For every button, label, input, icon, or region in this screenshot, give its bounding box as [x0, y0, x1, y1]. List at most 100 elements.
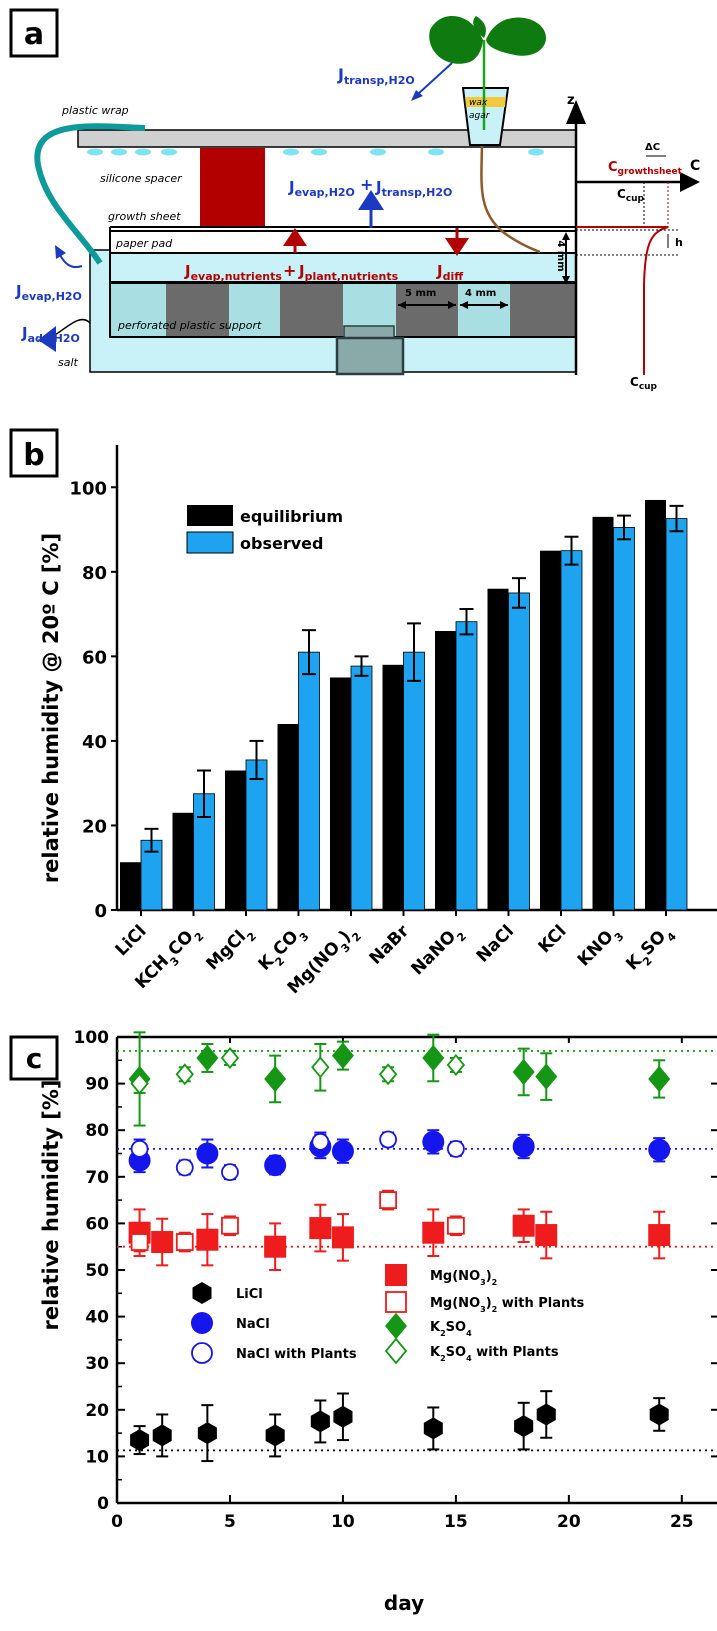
- marker-square: [446, 1216, 465, 1235]
- support-post: [335, 336, 405, 376]
- scatter-chart-plot: 0 10 20 30 40 50 60 70 80 90 100 0 5 10 15 20 25 LiCl NaCl…: [74, 1030, 717, 1532]
- label-j-ads: Jads,H2O: [21, 324, 80, 345]
- arrow-evap-left-head: [55, 245, 66, 259]
- marker-circle: [221, 1163, 239, 1182]
- marker-square: [309, 1217, 332, 1240]
- marker-hexagon: [192, 1282, 212, 1304]
- label-plastic-wrap: plastic wrap: [61, 104, 129, 117]
- label-c-axis: C: [690, 158, 700, 174]
- bar-observed: [298, 651, 320, 911]
- marker-diamond: [648, 1065, 671, 1093]
- panel-a-letter: a: [24, 17, 44, 52]
- support-post: [343, 325, 395, 339]
- legend-label: K2SO4: [430, 1320, 472, 1338]
- label-j-evap-center: Jevap,H2O: [288, 178, 355, 199]
- legend-label: NaCl with Plants: [236, 1347, 357, 1362]
- scatter-x-tick-label: 0: [111, 1512, 123, 1532]
- bar-category-label: MgCl2: [202, 921, 258, 977]
- bar-observed: [455, 621, 478, 911]
- legend-label: LiCl: [236, 1287, 263, 1302]
- arrow-evap-center-head: [358, 190, 384, 210]
- marker-diamond: [196, 1044, 219, 1072]
- marker-diamond: [175, 1063, 194, 1086]
- marker-diamond: [331, 1042, 354, 1069]
- label-paper-pad: paper pad: [115, 237, 173, 250]
- label-plus-2: +: [283, 261, 296, 280]
- marker-diamond: [384, 1337, 408, 1365]
- bar-equilibrium: [592, 516, 614, 910]
- panel-b-bar-chart: b relative humidity @ 20º C [%] 0 20 40 60 8…: [9, 428, 717, 998]
- scatter-x-tick-label: 5: [224, 1512, 236, 1532]
- bar-observed: [245, 759, 268, 911]
- dim-5mm-head-l: [398, 301, 406, 309]
- marker-circle: [648, 1138, 671, 1161]
- bar-equilibrium: [645, 499, 666, 910]
- support-hole: [110, 284, 166, 336]
- label-h: h: [675, 236, 683, 249]
- bar-equilibrium: [330, 677, 351, 910]
- marker-hexagon: [265, 1424, 285, 1447]
- plant-leaf-small: [473, 16, 486, 38]
- scatter-y-tick-label: 70: [85, 1168, 109, 1188]
- bar-y-tick-label: 40: [82, 732, 107, 753]
- bar-y-tick-label: 80: [82, 563, 107, 584]
- panel-c-scatter-chart: c relative humidity [%] day 010203040506…: [9, 1030, 717, 1615]
- c-axis-head: [680, 172, 700, 192]
- legend-swatch-observed: [186, 531, 234, 554]
- marker-circle: [446, 1139, 465, 1158]
- scatter-y-tick-label: 40: [85, 1308, 109, 1328]
- silicone-spacer: [200, 148, 265, 226]
- label-4mm-h: 4 mm: [465, 288, 496, 299]
- panel-b-letter-box: [9, 428, 59, 478]
- dim-4mm-v-head-b: [562, 276, 570, 284]
- plant-root: [480, 139, 541, 254]
- scatter-y-tick-label: 90: [85, 1075, 109, 1095]
- scatter-x-tick-label: 15: [444, 1512, 468, 1532]
- marker-diamond: [385, 1312, 407, 1340]
- scatter-y-tick-label: 60: [85, 1214, 109, 1234]
- legend-label: NaCl: [236, 1317, 270, 1332]
- scatter-x-tick-label: 10: [331, 1512, 355, 1532]
- arrow-diff-head: [445, 238, 469, 256]
- marker-square: [648, 1224, 671, 1247]
- label-plus-1: +: [360, 175, 373, 194]
- plant-leaf-right: [486, 17, 546, 56]
- marker-hexagon: [130, 1429, 150, 1452]
- marker-square: [196, 1228, 219, 1251]
- panel-c-letter: c: [26, 1042, 43, 1075]
- scatter-y-tick-label: 0: [97, 1494, 109, 1514]
- panel-c-xlabel: day: [384, 1591, 424, 1615]
- marker-hexagon: [536, 1403, 556, 1426]
- label-wax: wax: [469, 98, 488, 108]
- scatter-y-tick-label: 20: [85, 1401, 109, 1421]
- marker-circle: [264, 1154, 287, 1177]
- label-j-evap-left: Jevap,H2O: [15, 282, 82, 303]
- marker-circle: [191, 1312, 213, 1334]
- legend-label: Mg(NO3)2: [430, 1269, 497, 1287]
- marker-circle: [512, 1135, 535, 1158]
- dim-4mm-v-head-t: [562, 232, 570, 240]
- marker-diamond: [311, 1056, 330, 1079]
- label-j-transp-center: Jtransp,H2O: [375, 178, 452, 199]
- bar-observed: [403, 651, 425, 911]
- marker-square: [264, 1235, 287, 1258]
- legend-label-observed: observed: [240, 534, 323, 553]
- bar-observed: [350, 665, 373, 911]
- bar-category-label: KNO3: [574, 921, 626, 973]
- marker-circle: [191, 1342, 213, 1364]
- support-hole: [229, 284, 280, 336]
- legend-label: Mg(NO3)2 with Plants: [430, 1296, 584, 1314]
- marker-hexagon: [514, 1415, 534, 1438]
- bar-category-label: K2SO4: [622, 921, 679, 978]
- arrow-transp-top: [417, 62, 453, 95]
- marker-circle: [130, 1139, 149, 1158]
- label-c-cup-top: Ccup: [617, 187, 645, 204]
- label-j-diff: Jdiff: [436, 262, 463, 283]
- bar-category-label: NaBr: [366, 921, 414, 969]
- marker-square: [422, 1221, 445, 1244]
- marker-hexagon: [310, 1410, 330, 1433]
- scatter-x-tick-label: 25: [670, 1512, 694, 1532]
- scatter-y-tick-label: 100: [74, 1030, 110, 1048]
- bar-chart-plot: 020406080100LiClKCH3CO2MgCl2K2CO3Mg(NO3)…: [69, 445, 717, 998]
- marker-hexagon: [649, 1403, 669, 1426]
